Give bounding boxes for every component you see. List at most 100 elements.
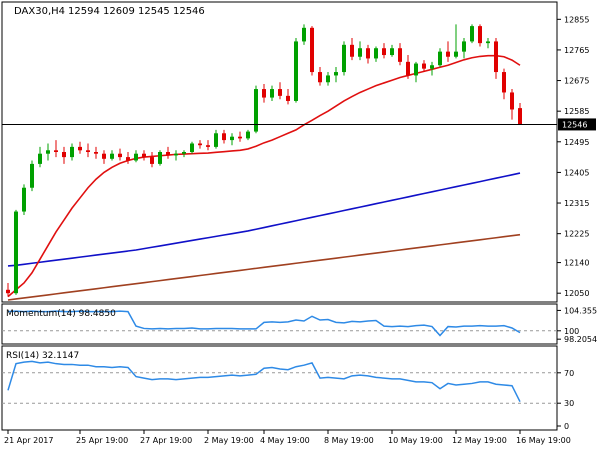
candle-body — [406, 61, 410, 76]
candle-body — [454, 51, 458, 57]
candle-body — [398, 48, 402, 62]
candle-body — [230, 136, 234, 141]
last-price-box — [558, 118, 596, 131]
candle-body — [382, 48, 386, 56]
candle-body — [238, 136, 242, 139]
momentum-panel-frame — [1, 303, 558, 345]
candle-body — [110, 153, 114, 159]
candle-body — [366, 48, 370, 59]
rsi-tick-label: 70 — [564, 369, 574, 378]
candle-body — [390, 48, 394, 56]
main-ytick-label: 12140 — [564, 259, 589, 268]
candle-body — [430, 65, 434, 69]
candle-body — [502, 72, 506, 93]
candle-body — [486, 41, 490, 44]
chart-ohlc-label: 12594 12609 12545 12546 — [68, 6, 205, 17]
candle-body — [214, 133, 218, 147]
candle-body — [438, 51, 442, 66]
ma-blue-line — [7, 172, 521, 267]
candle-body — [190, 143, 194, 152]
momentum-tick-label: 100 — [564, 327, 579, 336]
candle-body — [510, 92, 514, 110]
candle-body — [174, 153, 178, 156]
candle-body — [326, 75, 330, 83]
candle-body — [246, 131, 250, 139]
candle-body — [342, 44, 346, 73]
ma-brown-line — [7, 233, 521, 301]
main-ytick-label: 12050 — [564, 289, 589, 298]
candle-body — [94, 152, 98, 154]
x-tick-label: 16 May 19:00 — [516, 436, 571, 445]
rsi-panel-frame — [1, 345, 558, 431]
candle-body — [358, 48, 362, 57]
main-ytick-label: 12675 — [564, 77, 589, 86]
candle-body — [14, 211, 18, 294]
last-price-label: 12546 — [562, 120, 587, 129]
candle-body — [126, 157, 130, 161]
candle-body — [334, 72, 338, 76]
rsi-line — [7, 360, 521, 403]
candle-body — [198, 143, 202, 146]
candle-body — [350, 44, 354, 57]
candle-body — [478, 26, 482, 44]
momentum-tick-label: 104.355 — [564, 306, 597, 315]
candle-body — [78, 146, 82, 151]
chart-symbol-label: DAX30,H4 — [14, 6, 65, 17]
candle-body — [118, 153, 122, 158]
x-tick-label: 25 Apr 19:00 — [76, 436, 128, 445]
candle-body — [254, 89, 258, 132]
x-tick-label: 4 May 19:00 — [260, 436, 310, 445]
main-price-layer — [2, 24, 557, 301]
candle-body — [294, 41, 298, 101]
rsi-tick-label: 0 — [564, 422, 569, 431]
candle-body — [494, 41, 498, 73]
momentum-line — [7, 310, 521, 337]
ma-red-line — [7, 54, 521, 298]
rsi-layer — [2, 360, 557, 404]
candle-body — [30, 163, 34, 188]
candle-body — [158, 152, 162, 164]
candle-body — [462, 41, 466, 52]
candle-body — [374, 48, 378, 59]
candle-body — [150, 157, 154, 164]
candle-body — [70, 146, 74, 158]
candle-body — [286, 95, 290, 101]
candle-body — [470, 26, 474, 42]
main-ytick-label: 12405 — [564, 168, 589, 177]
x-tick-label: 8 May 19:00 — [324, 436, 374, 445]
candle-body — [102, 153, 106, 159]
candle-body — [414, 63, 418, 76]
candle-body — [38, 153, 42, 164]
candle-body — [62, 152, 66, 158]
candle-body — [6, 289, 10, 294]
candle-body — [134, 153, 138, 161]
candle-body — [422, 63, 426, 69]
momentum-label: Momentum(14) 98.4850 — [6, 309, 116, 319]
x-tick-label: 2 May 19:00 — [204, 436, 254, 445]
candle-body — [278, 89, 282, 96]
main-ytick-label: 12315 — [564, 199, 589, 208]
candle-body — [206, 145, 210, 147]
axis-layer: 12855 12765 12675 12585 12495 12405 12315 12225… — [4, 15, 597, 445]
main-ytick-label: 12225 — [564, 230, 589, 239]
x-tick-label: 10 May 19:00 — [388, 436, 443, 445]
candle-body — [142, 153, 146, 158]
candle-body — [310, 27, 314, 73]
rsi-tick-label: 30 — [564, 399, 574, 408]
main-ytick-label: 12585 — [564, 107, 589, 116]
candle-body — [54, 150, 58, 152]
candle-body — [166, 152, 170, 156]
x-tick-label: 27 Apr 19:00 — [140, 436, 192, 445]
x-tick-label: 21 Apr 2017 — [4, 436, 53, 445]
candle-body — [446, 51, 450, 57]
momentum-tick-label: 98.2054 — [564, 335, 597, 344]
main-panel-frame — [1, 1, 558, 303]
x-tick-label: 12 May 19:00 — [452, 436, 507, 445]
candle-body — [222, 133, 226, 141]
candle-body — [302, 27, 306, 42]
candle-body — [182, 152, 186, 154]
main-ytick-label: 12855 — [564, 15, 589, 24]
candle-body — [86, 150, 90, 152]
